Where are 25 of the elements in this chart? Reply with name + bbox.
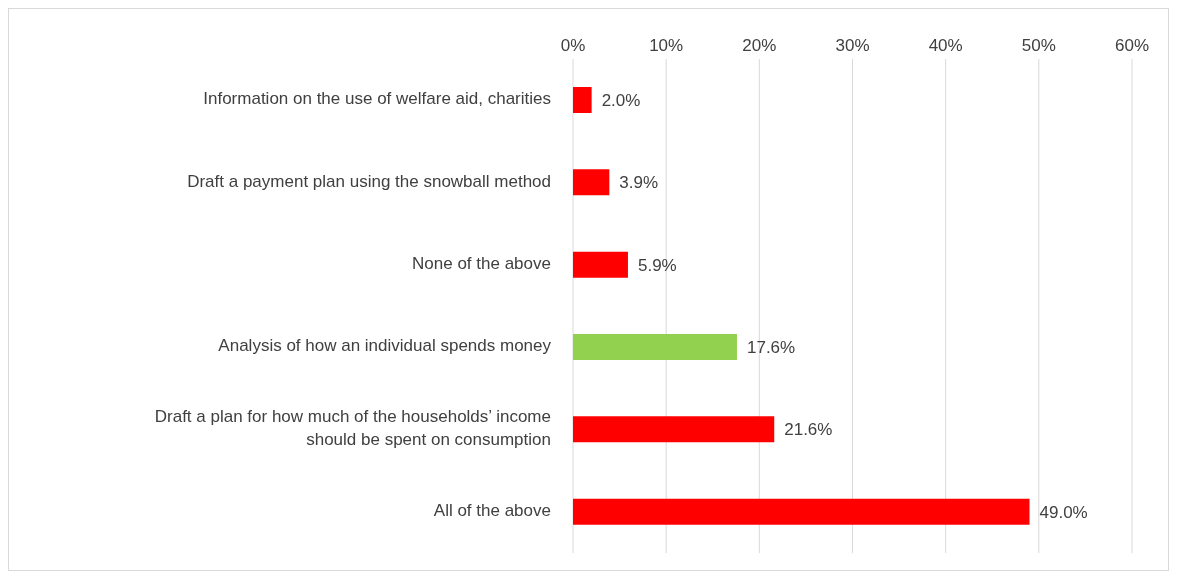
x-tick-label: 30%: [835, 36, 870, 55]
data-label: 2.0%: [601, 91, 641, 111]
x-tick-label: 60%: [1114, 36, 1150, 55]
data-label: 49.0%: [1039, 502, 1088, 522]
y-tick-label: None of the above: [412, 254, 551, 274]
y-tick-label: Draft a plan for how much of the households’ income should be spent on consumption: [154, 407, 551, 450]
y-tick-label: All of the above: [433, 501, 551, 521]
x-tick-label: 0%: [560, 36, 586, 55]
y-tick-label: Draft a payment plan using the snowball method: [187, 171, 551, 191]
bar: [573, 498, 1030, 525]
data-label: 17.6%: [746, 338, 796, 358]
bar: [573, 87, 592, 113]
y-tick-label: Analysis of how an individual spends money: [218, 336, 552, 356]
x-tick-label: 10%: [649, 36, 684, 55]
bar: [573, 416, 775, 443]
y-tick-label: Information on the use of welfare aid, charities: [203, 89, 551, 109]
data-label: 5.9%: [637, 255, 677, 275]
bar: [573, 169, 610, 196]
x-tick-label: 50%: [1021, 36, 1056, 55]
data-label: 21.6%: [784, 420, 833, 440]
bar: [573, 334, 737, 360]
data-label: 3.9%: [619, 173, 659, 193]
x-tick-label: 20%: [742, 36, 777, 55]
x-tick-label: 40%: [928, 36, 963, 55]
bar: [573, 251, 628, 278]
